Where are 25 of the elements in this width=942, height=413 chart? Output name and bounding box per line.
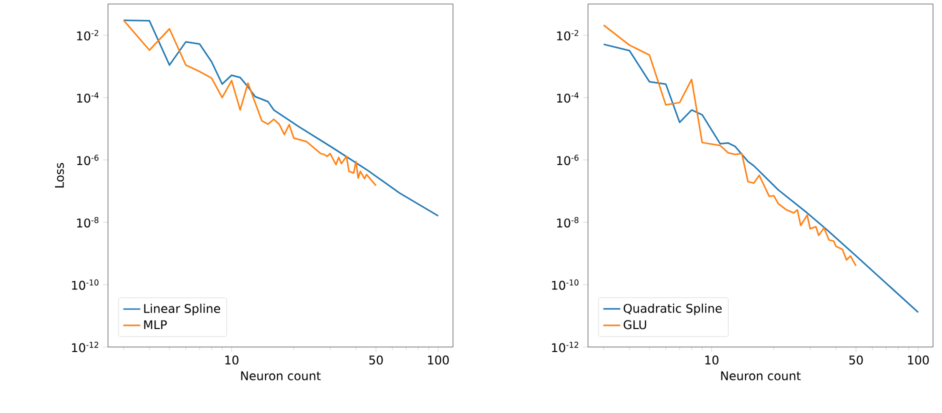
y-axis-title: Loss — [55, 162, 64, 188]
x-tick-label: 100 — [908, 356, 929, 365]
legend-label: Linear Spline — [144, 304, 220, 316]
y-tick-label: 10$^{-4}$ — [557, 92, 579, 103]
y-tick-label: 10$^{-12}$ — [552, 342, 578, 352]
y-tick-label: 10$^{-10}$ — [72, 279, 98, 290]
legend-label: MLP — [144, 320, 167, 330]
y-tick-label: 10$^{-6}$ — [557, 154, 578, 166]
x-axis-title: Neuron count — [721, 371, 801, 380]
legend-label: GLU — [624, 320, 646, 330]
y-tick-label: 10$^{-2}$ — [557, 30, 578, 40]
x-tick-label: 10 — [705, 356, 718, 365]
legend-label: Quadratic Spline — [624, 304, 722, 316]
y-tick-label: 10$^{-4}$ — [77, 92, 99, 103]
x-tick-label: 50 — [369, 356, 383, 365]
x-tick-label: 100 — [428, 356, 449, 365]
x-tick-label: 10 — [225, 356, 238, 365]
y-tick-label: 10$^{-10}$ — [552, 279, 578, 290]
x-axis-title: Neuron count — [241, 371, 321, 380]
x-tick-label: 50 — [849, 356, 863, 365]
y-tick-label: 10$^{-12}$ — [72, 342, 98, 352]
y-tick-label: 10$^{-6}$ — [77, 154, 98, 166]
y-tick-label: 10$^{-8}$ — [557, 217, 578, 228]
y-tick-label: 10$^{-8}$ — [77, 217, 98, 228]
y-tick-label: 10$^{-2}$ — [77, 30, 98, 40]
